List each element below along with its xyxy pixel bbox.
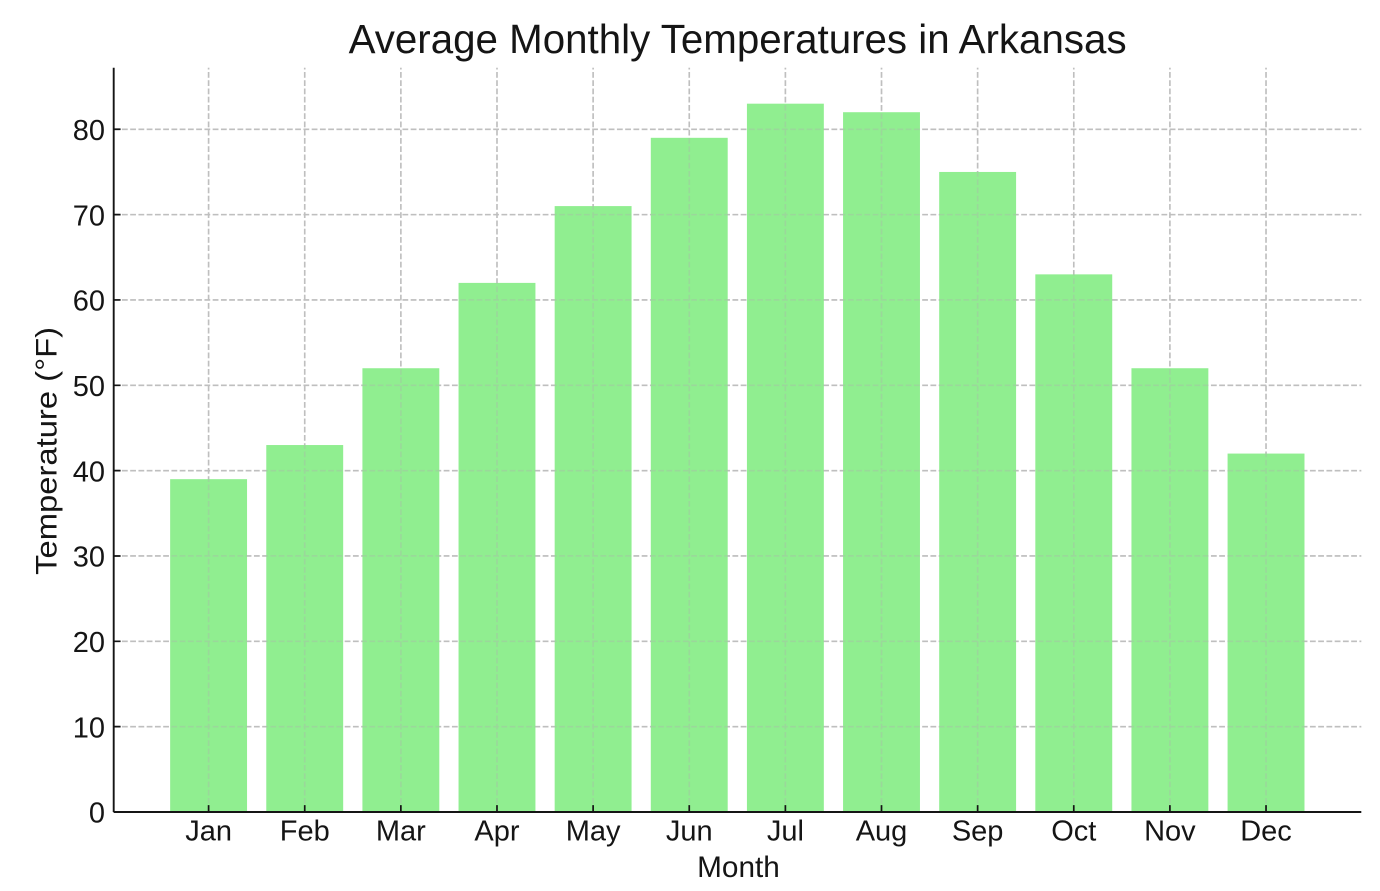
- svg-text:Jan: Jan: [185, 816, 232, 848]
- svg-text:0: 0: [89, 798, 105, 830]
- svg-text:Oct: Oct: [1051, 816, 1096, 848]
- svg-text:30: 30: [73, 542, 105, 574]
- svg-text:60: 60: [73, 286, 105, 318]
- svg-text:80: 80: [73, 115, 105, 147]
- svg-text:Aug: Aug: [856, 816, 908, 848]
- svg-text:Month: Month: [697, 851, 780, 884]
- svg-text:10: 10: [73, 712, 105, 744]
- svg-text:20: 20: [73, 627, 105, 659]
- svg-text:70: 70: [73, 200, 105, 232]
- svg-text:Sep: Sep: [952, 816, 1004, 848]
- svg-text:Average Monthly Temperatures i: Average Monthly Temperatures in Arkansas: [349, 16, 1127, 62]
- svg-text:Temperature (°F): Temperature (°F): [30, 327, 63, 575]
- svg-text:50: 50: [73, 371, 105, 403]
- svg-text:Jun: Jun: [666, 816, 713, 848]
- svg-text:40: 40: [73, 456, 105, 488]
- svg-text:May: May: [566, 816, 621, 848]
- svg-text:Jul: Jul: [767, 816, 804, 848]
- svg-text:Apr: Apr: [474, 816, 519, 848]
- svg-text:Nov: Nov: [1144, 816, 1196, 848]
- svg-text:Dec: Dec: [1240, 816, 1292, 848]
- svg-text:Mar: Mar: [376, 816, 426, 848]
- svg-text:Feb: Feb: [280, 816, 330, 848]
